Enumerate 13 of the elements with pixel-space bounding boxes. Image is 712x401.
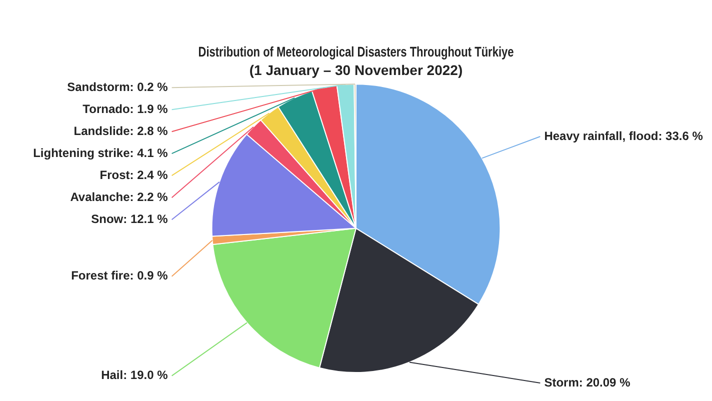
chart-title: Distribution of Meteorological Disasters Throughout Türkiye	[198, 44, 514, 60]
slice-label: Snow: 12.1 %	[91, 212, 168, 226]
slice-label: Frost: 2.4 %	[100, 168, 168, 182]
slice-label: Lightening strike: 4.1 %	[33, 146, 168, 160]
slice-label: Hail: 19.0 %	[101, 368, 168, 382]
slice-label: Storm: 20.09 %	[544, 375, 631, 390]
slice-label: Landslide: 2.8 %	[74, 124, 168, 138]
slice-label: Forest fire: 0.9 %	[71, 268, 168, 283]
chart-subtitle: (1 January – 30 November 2022)	[249, 62, 463, 78]
slice-label: Avalanche: 2.2 %	[70, 190, 168, 204]
slice-label: Tornado: 1.9 %	[82, 102, 168, 116]
slice-label: Sandstorm: 0.2 %	[67, 80, 168, 94]
slice-label: Heavy rainfall, flood: 33.6 %	[544, 128, 704, 143]
